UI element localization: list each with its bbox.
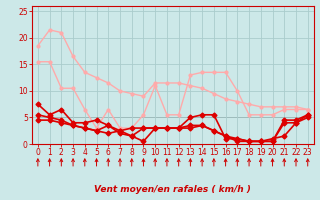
- Text: Vent moyen/en rafales ( km/h ): Vent moyen/en rafales ( km/h ): [94, 185, 251, 194]
